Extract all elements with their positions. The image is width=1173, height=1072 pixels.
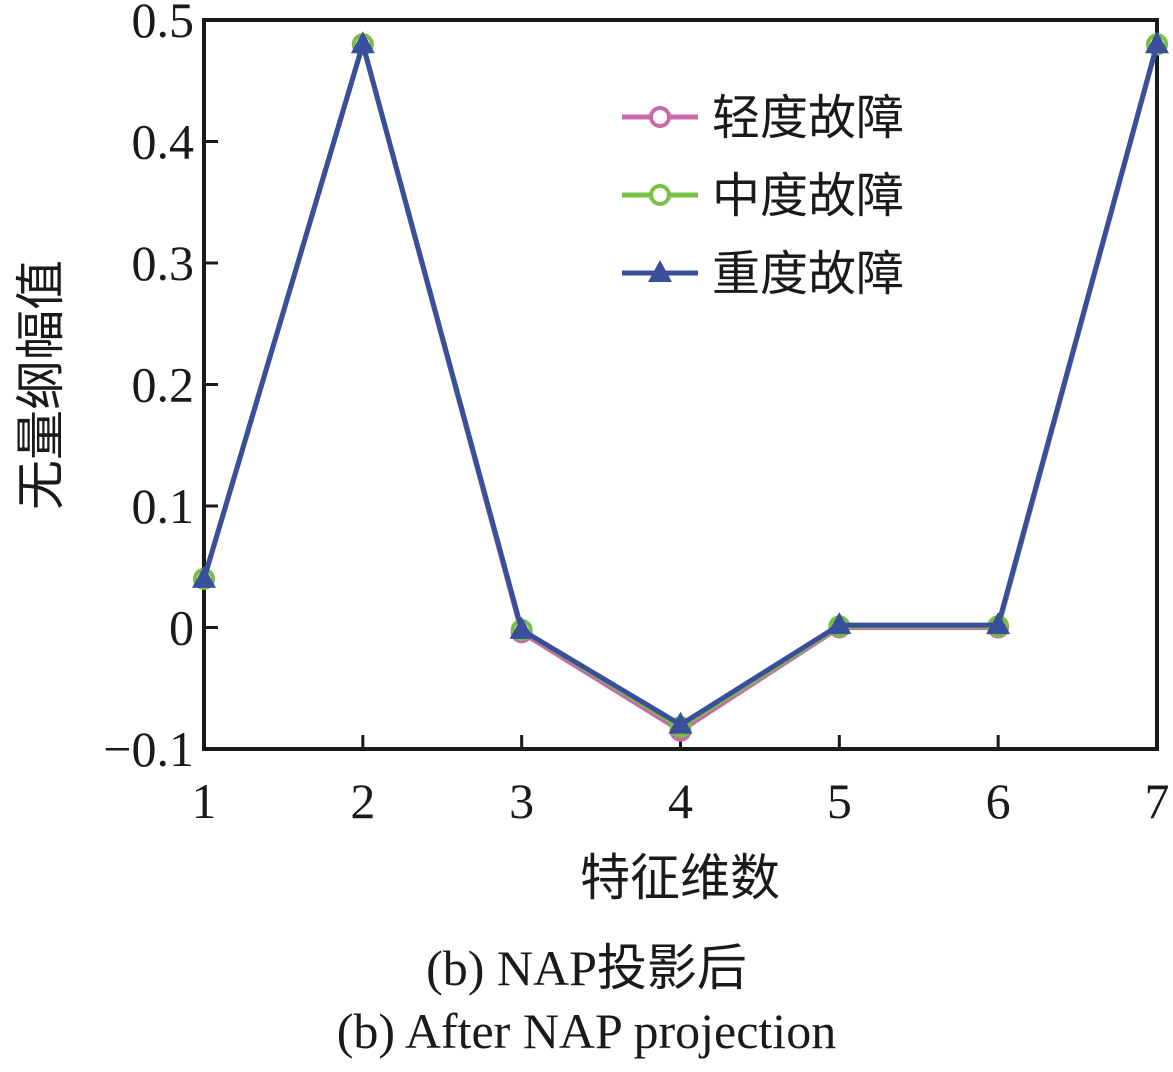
- x-tick-label: 3: [509, 773, 534, 829]
- caption-english: (b) After NAP projection: [336, 1003, 837, 1059]
- y-tick-label: 0.4: [132, 114, 195, 170]
- y-tick-label: 0.2: [132, 357, 195, 413]
- y-tick-label: 0.1: [132, 478, 195, 534]
- x-axis-label: 特征维数: [580, 849, 780, 907]
- x-tick-label: 1: [192, 773, 217, 829]
- legend-marker: [649, 106, 671, 128]
- y-tick-label: 0: [169, 600, 194, 656]
- series-line: [201, 41, 1160, 734]
- data-point: [509, 616, 534, 639]
- data-point: [986, 612, 1011, 635]
- x-tick-label: 6: [986, 773, 1011, 829]
- data-point: [668, 711, 693, 734]
- y-tick-label: 0.5: [132, 0, 195, 48]
- data-point: [192, 565, 216, 588]
- series-line: [201, 41, 1160, 728]
- y-tick-label: 0.3: [132, 235, 195, 291]
- y-axis: 0.5 0.4 0.3 0.2 0.1 0 −0.1: [103, 0, 218, 777]
- data-point: [350, 31, 375, 54]
- legend-marker: [648, 260, 672, 282]
- legend-label: 中度故障: [712, 168, 904, 224]
- plot-frame: [202, 18, 1159, 751]
- data-point: [1145, 31, 1169, 54]
- line-chart: 0.5 0.4 0.3 0.2 0.1 0 −0.1 1 2 3 4 5 6 7 轻度故障中度故障重度故…: [12, 0, 1170, 907]
- x-axis: 1 2 3 4 5 6 7: [192, 735, 1170, 829]
- caption-chinese: (b) NAP投影后: [426, 940, 747, 996]
- series-1: [193, 33, 1168, 742]
- series-line: [201, 41, 1160, 730]
- x-tick-label: 2: [350, 773, 375, 829]
- legend-label: 重度故障: [712, 246, 904, 302]
- legend-label: 轻度故障: [712, 90, 904, 146]
- x-tick-label: 4: [668, 773, 693, 829]
- x-tick-label: 5: [827, 773, 852, 829]
- x-tick-label: 7: [1145, 773, 1170, 829]
- series-2: [193, 33, 1168, 739]
- legend-marker: [649, 184, 671, 206]
- y-axis-label: 无量纲幅值: [12, 260, 70, 510]
- data-point: [827, 612, 852, 635]
- y-tick-label: −0.1: [103, 721, 194, 777]
- series-3: [192, 31, 1169, 734]
- series-group: [192, 31, 1169, 742]
